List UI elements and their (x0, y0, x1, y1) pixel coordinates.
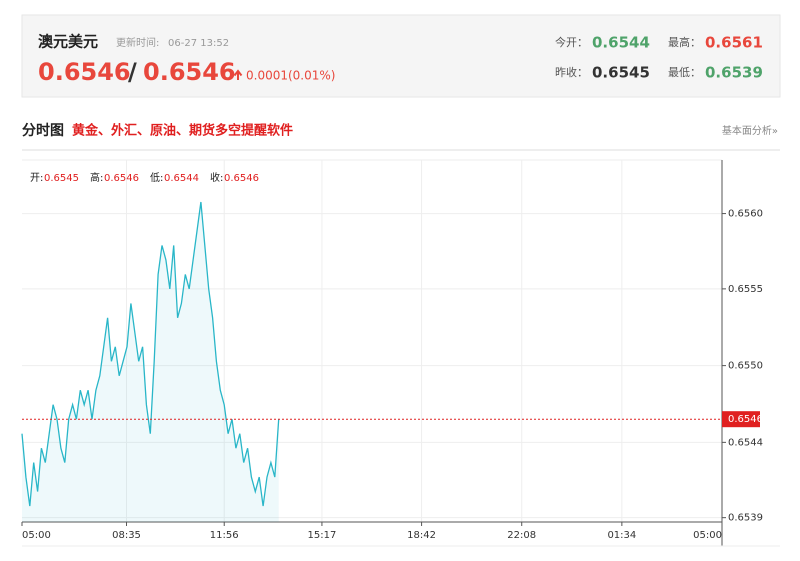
area (22, 202, 279, 522)
ohlc-label: 低: (150, 171, 163, 184)
x-tick-label: 01:34 (607, 530, 636, 541)
ohlc-value: 0.6546 (104, 173, 139, 184)
y-tick-label: 0.6550 (728, 361, 763, 372)
bid: 0.6546 (38, 58, 131, 86)
ohlc-value: 0.6546 (224, 173, 259, 184)
separator: / (128, 58, 137, 86)
ask: 0.6546 (143, 58, 236, 86)
stat-label: 最高： (668, 35, 701, 49)
x-tick-label: 15:17 (308, 530, 337, 541)
stat-label: 最低： (668, 66, 701, 79)
ohlc-value: 0.6544 (164, 173, 199, 184)
stat-value: 0.6561 (705, 34, 763, 52)
y-tick-label: 0.6555 (728, 284, 763, 295)
up-arrow (233, 69, 243, 80)
analysis-link[interactable]: 基本面分析» (722, 124, 778, 137)
last-price-label: 0.6546 (728, 414, 763, 425)
x-tick-label: 11:56 (210, 530, 239, 541)
stat-label: 昨收： (555, 65, 588, 79)
y-tick-label: 0.6560 (728, 209, 763, 220)
section-title: 分时图 (22, 122, 64, 139)
update-label: 更新时间: (116, 36, 159, 49)
ohlc-value: 0.6545 (44, 173, 79, 184)
stat-value: 0.6544 (592, 34, 650, 52)
ohlc-label: 高: (90, 171, 103, 184)
stat-label: 今开： (555, 35, 588, 49)
update-time: 06-27 13:52 (168, 38, 229, 49)
x-tick-label: 08:35 (112, 530, 141, 541)
y-tick-label: 0.6539 (728, 513, 763, 524)
ohlc-label: 开: (30, 173, 43, 184)
change: 0.0001(0.01%) (246, 69, 335, 83)
symbol: 澳元美元 (38, 33, 98, 51)
ohlc-label: 收: (210, 171, 223, 184)
stat-value: 0.6545 (592, 64, 650, 82)
x-tick-label: 05:00 (22, 530, 51, 541)
promo-link[interactable]: 黄金、外汇、原油、期货多空提醒软件 (72, 123, 293, 139)
quote-panel (21, 14, 781, 98)
price-line (21, 201, 280, 507)
last-price-tag (722, 411, 760, 428)
x-tick-label: 18:42 (407, 530, 436, 541)
stat-value: 0.6539 (705, 64, 763, 82)
x-tick-label: 22:08 (507, 530, 536, 541)
x-tick-label: 05:00 (693, 530, 722, 541)
y-tick-label: 0.6544 (728, 437, 763, 448)
